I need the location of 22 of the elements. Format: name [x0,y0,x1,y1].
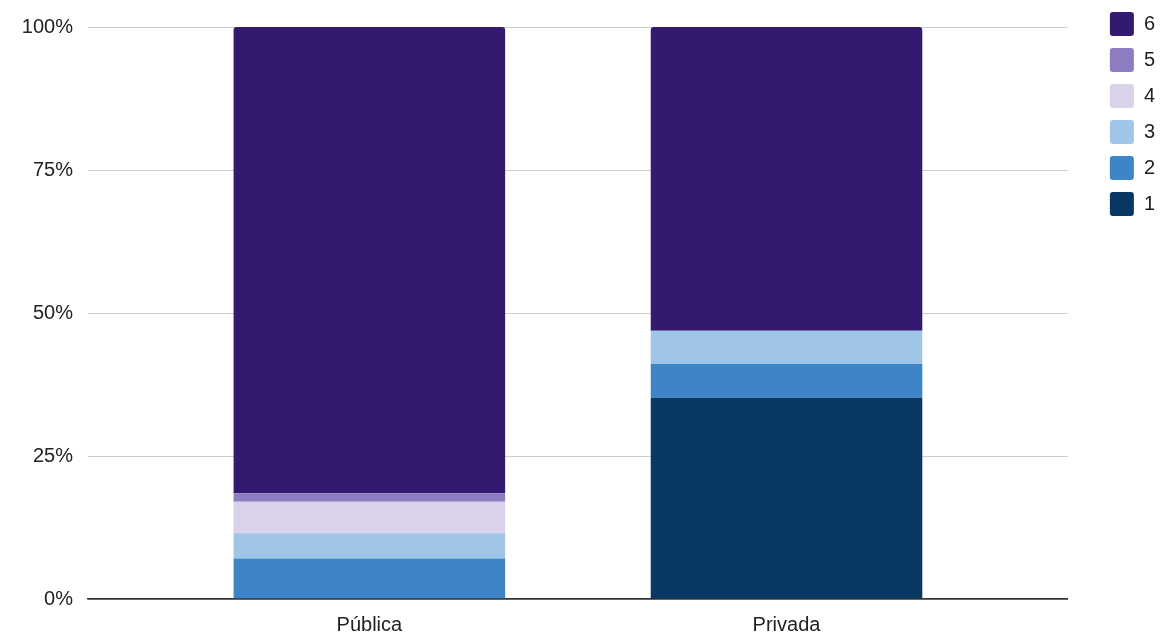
bar [650,363,923,398]
bar [233,533,506,559]
legend-label: 5 [1143,47,1155,70]
legend-label: 6 [1143,11,1155,34]
legend-label: 2 [1143,155,1155,178]
bar [650,397,923,599]
x-tick-label: Privada [752,612,822,634]
y-tick-label: 0% [44,586,74,609]
bar [233,493,506,502]
bar [650,330,923,364]
x-tick-label: Pública [336,612,404,634]
y-tick-label: 100% [21,14,74,37]
y-tick-label: 25% [32,443,74,466]
bar [233,27,506,494]
legend-label: 1 [1143,191,1155,214]
bar [233,501,506,534]
legend-label: 3 [1143,119,1155,142]
bar [650,27,923,331]
y-tick-label: 75% [32,157,74,180]
y-tick-label: 50% [32,300,74,323]
legend-label: 4 [1143,83,1155,106]
bar [233,558,506,599]
